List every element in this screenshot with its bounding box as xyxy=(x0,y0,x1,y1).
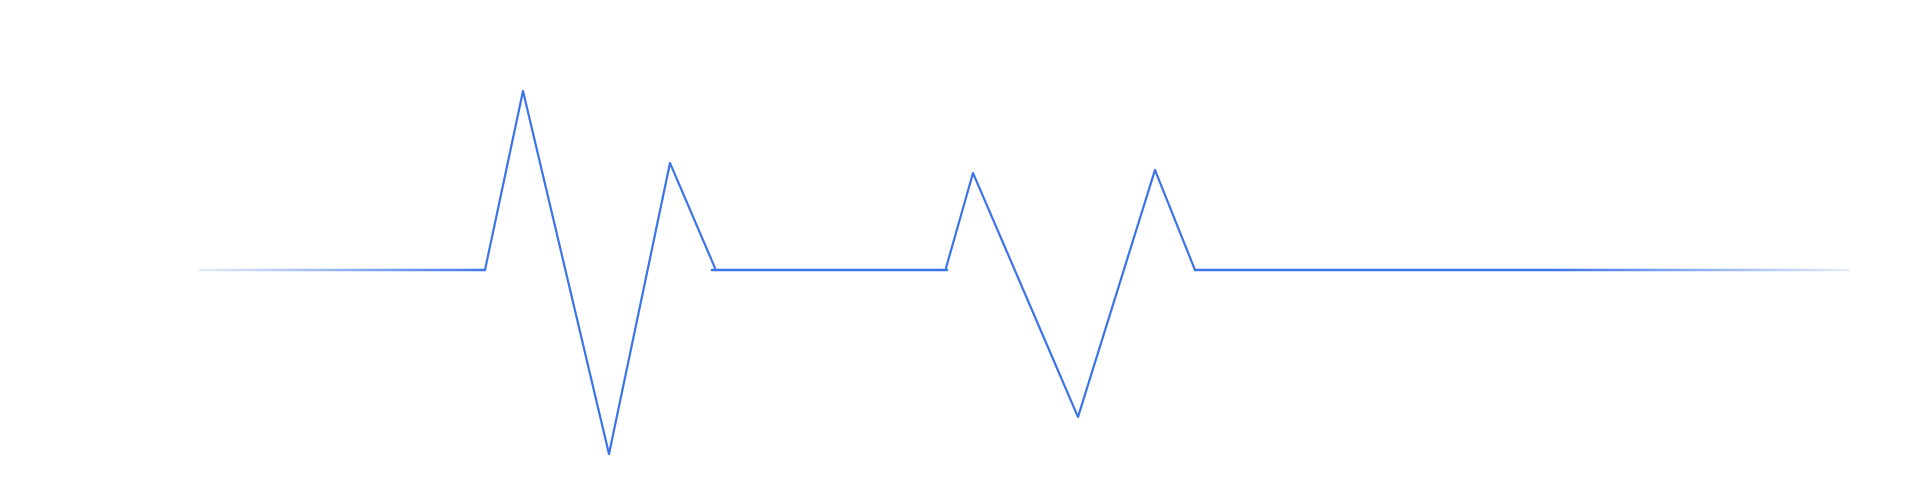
pulse-complex-first xyxy=(483,89,717,456)
pulse-complex-second xyxy=(944,168,1197,419)
